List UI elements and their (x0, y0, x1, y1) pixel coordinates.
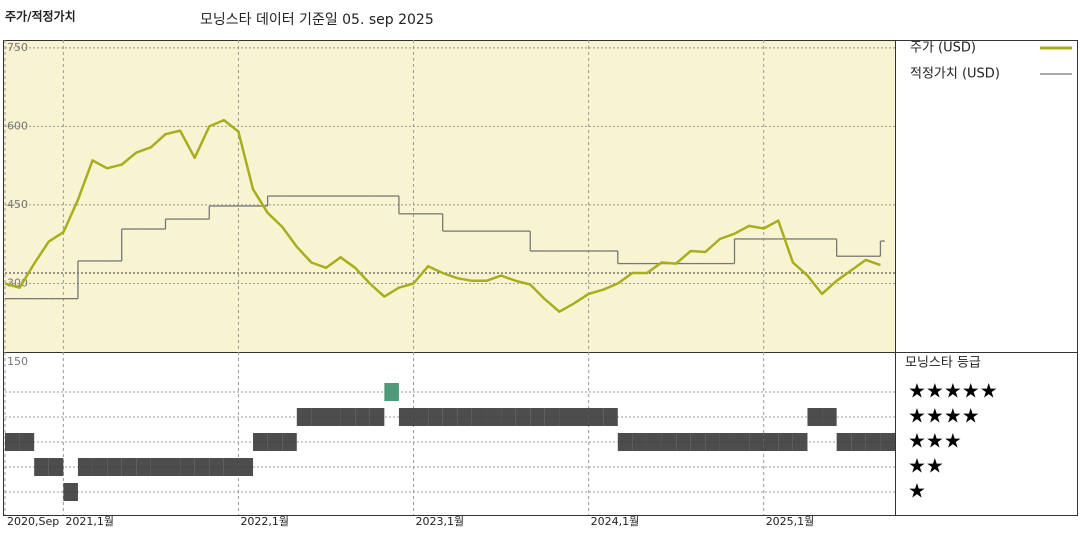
rating-bar (807, 408, 823, 426)
rating-bar (763, 433, 779, 451)
rating-bar (194, 458, 210, 476)
rating-bar (457, 408, 472, 426)
rating-bar (19, 433, 35, 451)
rating-bar (471, 408, 487, 426)
rating-bar (209, 458, 224, 476)
x-tick-label: 2024,1월 (591, 515, 640, 528)
rating-bar (865, 433, 881, 451)
rating-bar (646, 433, 662, 451)
rating-bar (34, 458, 49, 476)
rating-bar (851, 433, 866, 451)
rating-stars: ★★★★ (908, 404, 980, 428)
x-tick-label: 2020,Sep (7, 515, 59, 528)
rating-bar (486, 408, 502, 426)
x-tick-label: 2025,1월 (766, 515, 815, 528)
rating-bar (136, 458, 151, 476)
rating-bar (574, 408, 589, 426)
rating-bar (676, 433, 691, 451)
rating-bar (180, 458, 195, 476)
ratings-title: 모닝스타 등급 (905, 356, 981, 371)
rating-bar (428, 408, 443, 426)
rating-bar (5, 433, 20, 451)
rating-bar (282, 433, 297, 451)
rating-bar (267, 433, 283, 451)
rating-bar (734, 433, 750, 451)
rating-bar (107, 458, 122, 476)
rating-bar (369, 408, 385, 426)
rating-bar (836, 433, 852, 451)
rating-bar (515, 408, 531, 426)
y-tick-label: 450 (7, 198, 28, 211)
rating-bar (544, 408, 560, 426)
rating-bar (632, 433, 647, 451)
x-tick-label: 2022,1월 (240, 515, 289, 528)
rating-bar (296, 408, 312, 426)
rating-bar (603, 408, 618, 426)
chart-title: 주가/적정가치 (5, 9, 76, 24)
plot-background (4, 40, 895, 352)
rating-bar (559, 408, 575, 426)
legend-label: 주가 (USD) (910, 41, 976, 56)
rating-bar (63, 483, 78, 501)
rating-bar (325, 408, 341, 426)
y-tick-label: 750 (7, 41, 28, 54)
rating-bar (778, 433, 793, 451)
legend-label: 적정가치 (USD) (910, 67, 1000, 82)
x-tick-label: 2021,1월 (65, 515, 114, 528)
rating-bar (253, 433, 268, 451)
rating-bar (384, 383, 399, 401)
rating-bar (355, 408, 370, 426)
rating-bar (398, 408, 414, 426)
rating-bar (92, 458, 108, 476)
y-tick-label: 150 (7, 355, 28, 368)
rating-bar (223, 458, 239, 476)
x-tick-label: 2023,1월 (416, 515, 465, 528)
rating-bar (501, 408, 516, 426)
rating-bar (340, 408, 356, 426)
rating-bar (165, 458, 181, 476)
price-line (4, 118, 881, 313)
rating-bar (719, 433, 735, 451)
chart-subtitle: 모닝스타 데이터 기준일 05. sep 2025 (200, 12, 434, 28)
rating-bar (311, 408, 326, 426)
rating-bar (530, 408, 545, 426)
rating-bar (150, 458, 166, 476)
rating-stars: ★★★ (908, 429, 962, 453)
rating-bar (617, 433, 633, 451)
rating-bar (48, 458, 64, 476)
rating-bar (792, 433, 808, 451)
frame (3, 40, 1078, 516)
rating-bar (77, 458, 93, 476)
rating-bar (121, 458, 137, 476)
rating-bar (822, 408, 837, 426)
y-tick-label: 600 (7, 119, 28, 132)
rating-bar (588, 408, 604, 426)
rating-bar (442, 408, 458, 426)
rating-stars: ★★★★★ (908, 379, 998, 403)
rating-bar (413, 408, 429, 426)
rating-bar (661, 433, 677, 451)
rating-stars: ★ (908, 479, 926, 503)
rating-bar (880, 433, 895, 451)
rating-stars: ★★ (908, 454, 944, 478)
rating-bar (690, 433, 706, 451)
rating-bar (749, 433, 764, 451)
rating-bar (238, 458, 254, 476)
rating-bar (705, 433, 720, 451)
